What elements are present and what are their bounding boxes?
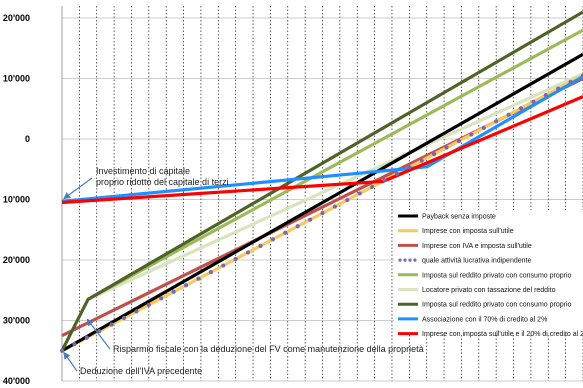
series-point	[97, 328, 102, 334]
series-point	[370, 184, 375, 189]
series-point	[320, 211, 325, 216]
legend-swatch	[398, 258, 402, 262]
series-point	[407, 165, 412, 170]
series-point	[59, 348, 65, 353]
series-line	[87, 28, 583, 301]
series-point	[456, 138, 462, 144]
legend-swatch	[403, 258, 407, 262]
legend-swatch	[408, 258, 412, 262]
series-point	[208, 270, 213, 275]
series-point	[146, 302, 151, 307]
series-point	[183, 283, 189, 288]
series-point	[258, 243, 263, 248]
legend-label: Imprese con IVA e imposta sull'utile	[422, 243, 532, 250]
annotation-text: Deduzione dell'IVA precedente	[80, 366, 202, 376]
series-point	[419, 158, 424, 163]
legend-box	[394, 210, 583, 334]
series-point	[295, 224, 300, 229]
series-point	[444, 145, 449, 150]
y-tick-label: 20'000	[3, 13, 30, 23]
legend-label: Imprese con imposta sull'utile	[422, 228, 514, 235]
series-point	[283, 230, 288, 235]
legend-label: Payback senza imposte	[422, 214, 496, 221]
series-point	[159, 296, 164, 301]
series-point	[245, 250, 251, 255]
series-line	[87, 72, 583, 301]
series-dotted	[59, 73, 583, 353]
series-point	[307, 217, 313, 222]
y-tick-label: 30'000	[3, 316, 30, 326]
series-point	[506, 112, 511, 117]
annotation-arrow	[63, 351, 78, 372]
annotation-arrow	[63, 177, 93, 200]
legend-label: Associazione con il 70% di credito al 2%	[422, 316, 547, 323]
series-point	[345, 197, 350, 203]
series-point	[518, 106, 524, 111]
series-point	[568, 79, 573, 85]
series-point	[196, 276, 201, 281]
series-point	[221, 263, 226, 268]
series-line	[61, 52, 583, 353]
series-point	[332, 204, 338, 209]
series-point	[72, 342, 77, 347]
annotation-arrow	[86, 318, 111, 350]
legend-swatch	[413, 258, 417, 262]
series-point	[494, 119, 499, 124]
series-point	[382, 178, 387, 183]
legend-label: Imposta sul reddito privato con consumo …	[422, 302, 572, 309]
legend-label: Locatore privato con tassazione del redd…	[422, 287, 556, 294]
annotation-text: Risparmio fiscale con la deduzione del F…	[113, 344, 424, 354]
series-point	[171, 289, 176, 294]
series-point	[84, 335, 89, 340]
series-point	[233, 256, 238, 262]
annotation-text: Investimento di capitale	[96, 166, 190, 176]
series-point	[469, 132, 474, 137]
legend-label: Imposta sul reddito privato con consumo …	[422, 272, 572, 279]
series-lines	[59, 10, 583, 353]
series-line	[60, 10, 583, 352]
series-point	[357, 191, 362, 196]
series-point	[109, 322, 114, 327]
series-point	[580, 73, 583, 78]
legend-label: Imprese con imposta sull'utile e il 20% …	[422, 331, 583, 338]
series-point	[121, 315, 127, 321]
y-tick-label: 40'000	[3, 376, 30, 386]
y-tick-label: 10'000	[3, 74, 30, 84]
series-point	[394, 171, 400, 176]
series-point	[432, 152, 437, 157]
series-point	[134, 309, 139, 314]
series-point	[270, 237, 275, 242]
legend: Payback senza imposte Imprese con imposta…	[394, 210, 583, 338]
y-axis-ticks: 20'000 10'000 0 10'000 20'000 30'000 40'000	[3, 13, 30, 386]
annotation-text: proprio ridotto del capitale di terzi	[96, 177, 229, 187]
series-point	[531, 99, 536, 104]
series-line	[61, 75, 583, 203]
y-tick-label: 0	[25, 134, 30, 144]
y-tick-label: 20'000	[3, 255, 30, 265]
series-point	[543, 93, 548, 98]
series-point	[556, 86, 561, 91]
y-tick-label: 10'000	[3, 195, 30, 205]
legend-label: quale attività lucrativa indipendente	[422, 258, 531, 265]
series-point	[481, 125, 486, 131]
